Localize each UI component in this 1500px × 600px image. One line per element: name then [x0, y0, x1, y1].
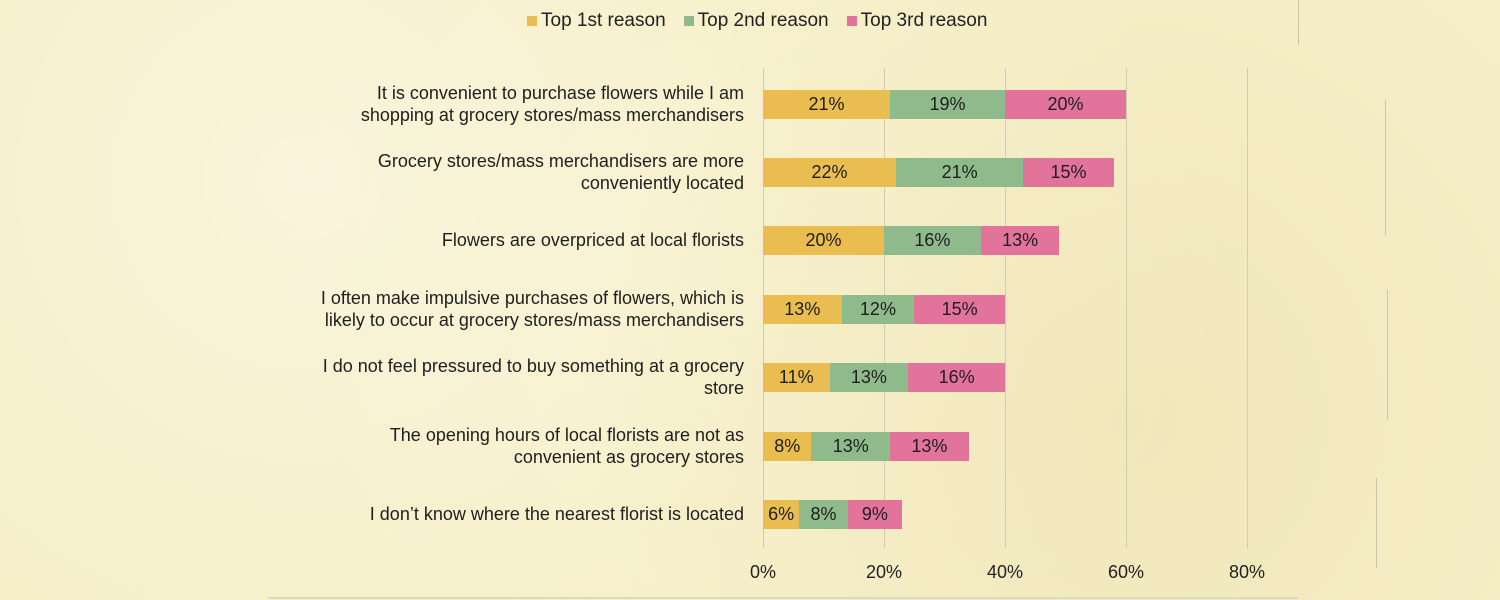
data-label: 21%: [808, 93, 845, 114]
x-tick-label: 60%: [1107, 562, 1145, 582]
legend-item-top-3rd: Top 3rd reason: [846, 10, 988, 32]
category-label: Grocery stores/mass merchandisers are mo…: [377, 151, 744, 193]
bar-segment: [841, 294, 915, 324]
x-tick-label: 20%: [865, 562, 903, 582]
category-label: I do not feel pressured to buy something…: [322, 356, 744, 398]
data-label: 13%: [832, 435, 869, 456]
legend-label-top-2nd: Top 2nd reason: [697, 10, 829, 31]
bar-segment: [908, 362, 1005, 392]
legend-label-top-3rd: Top 3rd reason: [860, 10, 988, 31]
category-label: I often make impulsive purchases of flow…: [320, 288, 744, 330]
x-tick-label: 0%: [749, 562, 777, 582]
x-tick-label: 80%: [1228, 562, 1266, 582]
data-label: 22%: [811, 161, 848, 182]
bar-segment: [1023, 157, 1114, 187]
data-label: 13%: [850, 366, 887, 387]
data-label: 21%: [941, 161, 978, 182]
decorative-divider: [1376, 478, 1377, 568]
bar-segment: [763, 225, 884, 255]
bar-segment: [914, 294, 1005, 324]
legend: Top 1st reason Top 2nd reason Top 3rd re…: [527, 10, 987, 32]
category-label: Flowers are overpriced at local florists: [441, 230, 744, 250]
bar-segment: [890, 431, 969, 461]
gridline: [1247, 68, 1248, 548]
gridline: [1126, 68, 1127, 548]
bar-segment: [811, 431, 891, 461]
category-label: It is convenient to purchase flowers whi…: [360, 83, 744, 125]
bar-segment: [763, 294, 842, 324]
bottom-rule: [268, 597, 1298, 599]
bar-segment: [847, 499, 903, 529]
data-label: 16%: [914, 229, 951, 250]
bar-segment: [829, 362, 909, 392]
data-label: 19%: [929, 93, 966, 114]
bar-segment: [890, 89, 1005, 119]
data-label: 15%: [1050, 161, 1087, 182]
data-label: 20%: [805, 229, 842, 250]
legend-label-top-1st: Top 1st reason: [541, 10, 666, 31]
category-label: I don’t know where the nearest florist i…: [369, 504, 744, 524]
decorative-divider: [1298, 0, 1299, 45]
data-label: 13%: [784, 298, 821, 319]
legend-swatch-top-1st: [527, 16, 537, 26]
legend-swatch-top-2nd: [683, 16, 694, 26]
data-label: 12%: [859, 298, 896, 319]
bar-segment: [763, 362, 830, 392]
data-label: 16%: [938, 366, 975, 387]
data-label: 6%: [768, 503, 795, 524]
decorative-divider: [1385, 100, 1386, 235]
bar-segment: [896, 157, 1024, 187]
data-label: 13%: [1002, 229, 1039, 250]
data-label: 8%: [774, 435, 801, 456]
data-label: 9%: [861, 503, 888, 524]
gridline: [1005, 68, 1006, 548]
bar-segment: [763, 157, 897, 187]
data-label: 13%: [911, 435, 948, 456]
data-label: 8%: [810, 503, 837, 524]
category-label: The opening hours of local florists are …: [389, 425, 744, 467]
decorative-divider: [1387, 290, 1388, 420]
bar-segment: [884, 225, 981, 255]
bar-segment: [980, 225, 1060, 255]
bar-segment: [1005, 89, 1126, 119]
legend-item-top-1st: Top 1st reason: [527, 10, 666, 32]
bar-segment: [763, 431, 812, 461]
data-label: 11%: [778, 366, 814, 387]
bar-segment: [799, 499, 848, 529]
legend-item-top-2nd: Top 2nd reason: [683, 10, 829, 32]
bar-segment: [763, 499, 800, 529]
data-label: 20%: [1047, 93, 1084, 114]
data-label: 15%: [941, 298, 978, 319]
bar-segment: [763, 89, 891, 119]
x-tick-label: 40%: [986, 562, 1024, 582]
legend-swatch-top-3rd: [846, 16, 857, 26]
